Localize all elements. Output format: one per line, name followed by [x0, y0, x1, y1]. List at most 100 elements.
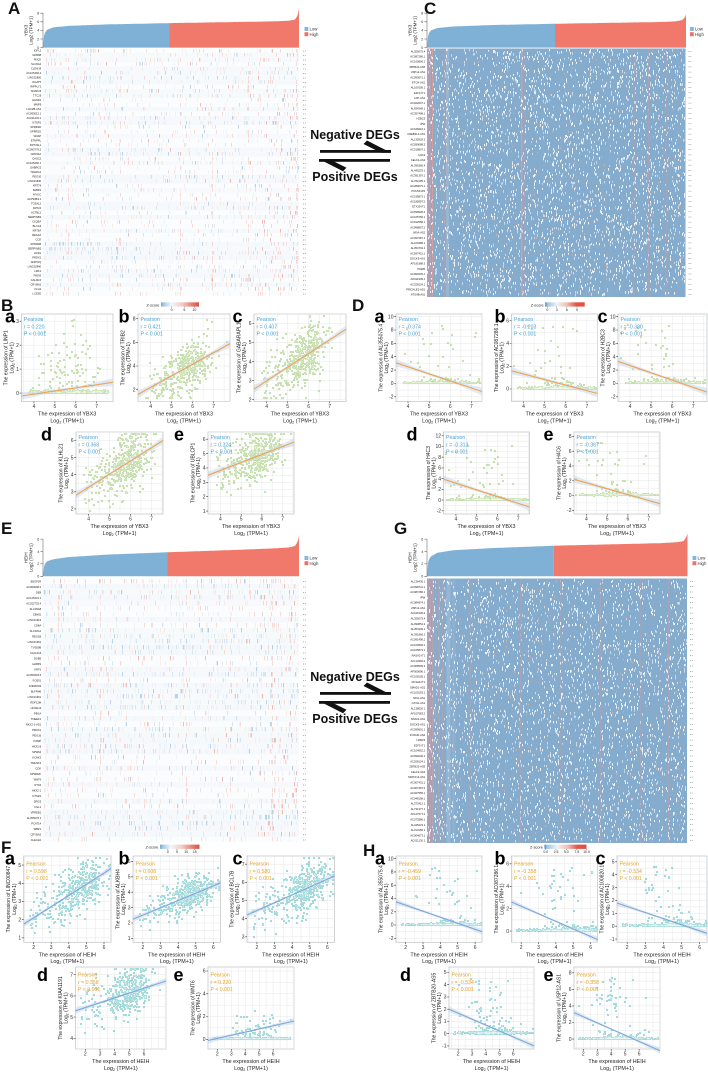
svg-text:8: 8: [613, 328, 616, 334]
svg-text:AC125431.1: AC125431.1: [26, 596, 41, 600]
svg-text:AC105873.1: AC105873.1: [410, 648, 425, 652]
svg-text:AC084974.1: AC084974.1: [410, 601, 425, 605]
svg-text:6: 6: [71, 438, 74, 444]
svg-text:AC597431.1: AC597431.1: [410, 251, 425, 255]
svg-text:The expression of KIAA1191: The expression of KIAA1191: [58, 976, 64, 1039]
svg-text:DOCK9-AS1: DOCK9-AS1: [410, 722, 426, 726]
svg-text:Log2 (TPM+1): Log2 (TPM+1): [126, 342, 132, 374]
svg-text:6: 6: [391, 883, 394, 889]
svg-text:4: 4: [455, 517, 458, 523]
svg-text:AC059303.3: AC059303.3: [26, 673, 41, 677]
svg-text:P < 0.001: P < 0.001: [577, 450, 599, 456]
svg-text:CD8A: CD8A: [34, 623, 41, 627]
svg-text:0: 0: [167, 850, 169, 854]
svg-text:Log2 (TPM+1): Log2 (TPM+1): [104, 1066, 138, 1072]
svg-text:3: 3: [159, 945, 162, 951]
svg-text:The expression of ZBTB20-AS5: The expression of ZBTB20-AS5: [431, 972, 437, 1043]
svg-text:Negative DEGs: Negative DEGs: [310, 128, 400, 142]
svg-text:FGL1: FGL1: [34, 805, 41, 809]
svg-text:2: 2: [569, 479, 572, 485]
svg-text:The expression of YBX3: The expression of YBX3: [410, 412, 468, 418]
svg-text:4: 4: [33, 404, 36, 410]
svg-text:C8H81: C8H81: [33, 612, 42, 616]
svg-text:AC105460.1: AC105460.1: [26, 161, 41, 165]
svg-text:6: 6: [191, 404, 194, 410]
svg-text:5: 5: [572, 945, 575, 951]
svg-text:5: 5: [108, 517, 111, 523]
svg-text:Z-score: Z-score: [146, 846, 159, 850]
svg-text:The expression of YBX3: The expression of YBX3: [588, 524, 646, 530]
svg-text:Log2 (TPM+1): Log2 (TPM+1): [606, 342, 612, 374]
svg-text:P < 0.001: P < 0.001: [78, 987, 100, 993]
svg-text:r = -0.367: r = -0.367: [577, 442, 599, 448]
svg-text:The expression of TRIB2: The expression of TRIB2: [120, 330, 126, 385]
svg-text:CLEC2A: CLEC2A: [31, 838, 42, 842]
svg-text:The expression of AC100820.1: The expression of AC100820.1: [599, 865, 605, 934]
svg-text:AL445233.1: AL445233.1: [411, 169, 426, 173]
svg-text:4: 4: [612, 872, 615, 878]
svg-text:AP000696.1: AP000696.1: [410, 669, 425, 673]
svg-text:P < 0.001: P < 0.001: [621, 332, 643, 338]
svg-text:AC160806.1: AC160806.1: [410, 60, 425, 64]
svg-text:PRDX1: PRDX1: [32, 256, 41, 260]
svg-text:GPR88: GPR88: [32, 53, 41, 57]
svg-text:H2BC3: H2BC3: [417, 738, 426, 742]
svg-text:2: 2: [128, 921, 131, 927]
svg-text:Pearson: Pearson: [257, 317, 276, 323]
svg-text:6: 6: [212, 945, 215, 951]
svg-text:KRT20L1: KRT20L1: [30, 143, 42, 147]
svg-text:ZBTB20-AS5: ZBTB20-AS5: [409, 765, 425, 769]
svg-text:HABP2: HABP2: [32, 662, 41, 666]
svg-text:SERPINB2: SERPINB2: [28, 247, 42, 251]
svg-text:6: 6: [496, 517, 499, 523]
svg-text:2: 2: [612, 898, 615, 904]
svg-text:4: 4: [506, 884, 509, 890]
svg-text:AL136430.1: AL136430.1: [411, 580, 426, 584]
svg-text:IPW: IPW: [420, 595, 426, 599]
svg-text:0: 0: [438, 498, 441, 504]
svg-text:2: 2: [582, 1052, 585, 1058]
svg-text:e: e: [174, 425, 184, 445]
svg-text:5: 5: [680, 945, 683, 951]
svg-text:6: 6: [249, 321, 252, 327]
svg-text:KRT24: KRT24: [33, 206, 42, 210]
svg-text:The expression of HEIH: The expression of HEIH: [463, 1059, 520, 1065]
svg-text:The expression of LINP1: The expression of LINP1: [4, 330, 10, 385]
svg-text:a: a: [375, 849, 386, 869]
svg-text:c: c: [233, 307, 243, 327]
svg-text:The expression of YBX3: The expression of YBX3: [155, 412, 213, 418]
svg-text:d: d: [407, 425, 418, 445]
svg-text:AL782195.1: AL782195.1: [411, 179, 426, 183]
svg-text:Log2 (TPM+1): Log2 (TPM+1): [475, 1066, 509, 1072]
svg-text:AC100806.1: AC100806.1: [410, 643, 425, 647]
svg-text:AL731377.1: AL731377.1: [411, 807, 426, 811]
svg-text:4: 4: [610, 1052, 613, 1058]
svg-text:6: 6: [627, 517, 630, 523]
svg-text:Z-score: Z-score: [530, 846, 543, 850]
svg-text:4: 4: [585, 517, 588, 523]
svg-text:AC093776.2: AC093776.2: [26, 148, 41, 152]
svg-text:Pearson: Pearson: [514, 317, 533, 323]
svg-text:6: 6: [70, 994, 73, 1000]
svg-text:2.5: 2.5: [554, 850, 559, 854]
svg-text:Log2 (TPM+1): Log2 (TPM+1): [470, 531, 504, 537]
svg-text:Low: Low: [310, 556, 319, 561]
svg-text:FOXHD-AS2: FOXHD-AS2: [410, 733, 426, 737]
svg-text:USP12-AS1: USP12-AS1: [411, 606, 426, 610]
svg-text:0: 0: [569, 493, 572, 499]
svg-text:C1QEA: C1QEA: [32, 220, 41, 224]
svg-text:Log2 (TPM+1): Log2 (TPM+1): [600, 1066, 634, 1072]
svg-text:AL373412.1: AL373412.1: [411, 802, 426, 806]
svg-text:CASC2: CASC2: [32, 157, 41, 161]
svg-text:SPRR4B: SPRR4B: [30, 242, 41, 246]
svg-text:AC011936.2: AC011936.2: [410, 611, 425, 615]
svg-text:6: 6: [143, 1052, 146, 1058]
svg-text:r = 0.220: r = 0.220: [211, 980, 232, 986]
svg-text:Log2 (TPM+1): Log2 (TPM+1): [167, 418, 201, 424]
svg-text:8: 8: [37, 12, 39, 16]
svg-text:TMHSF4: TMHSF4: [30, 761, 41, 765]
svg-text:2: 2: [404, 945, 407, 951]
svg-text:HKX2-1: HKX2-1: [32, 788, 42, 792]
svg-text:PAWR: PAWR: [417, 267, 425, 271]
svg-text:b: b: [495, 849, 506, 869]
